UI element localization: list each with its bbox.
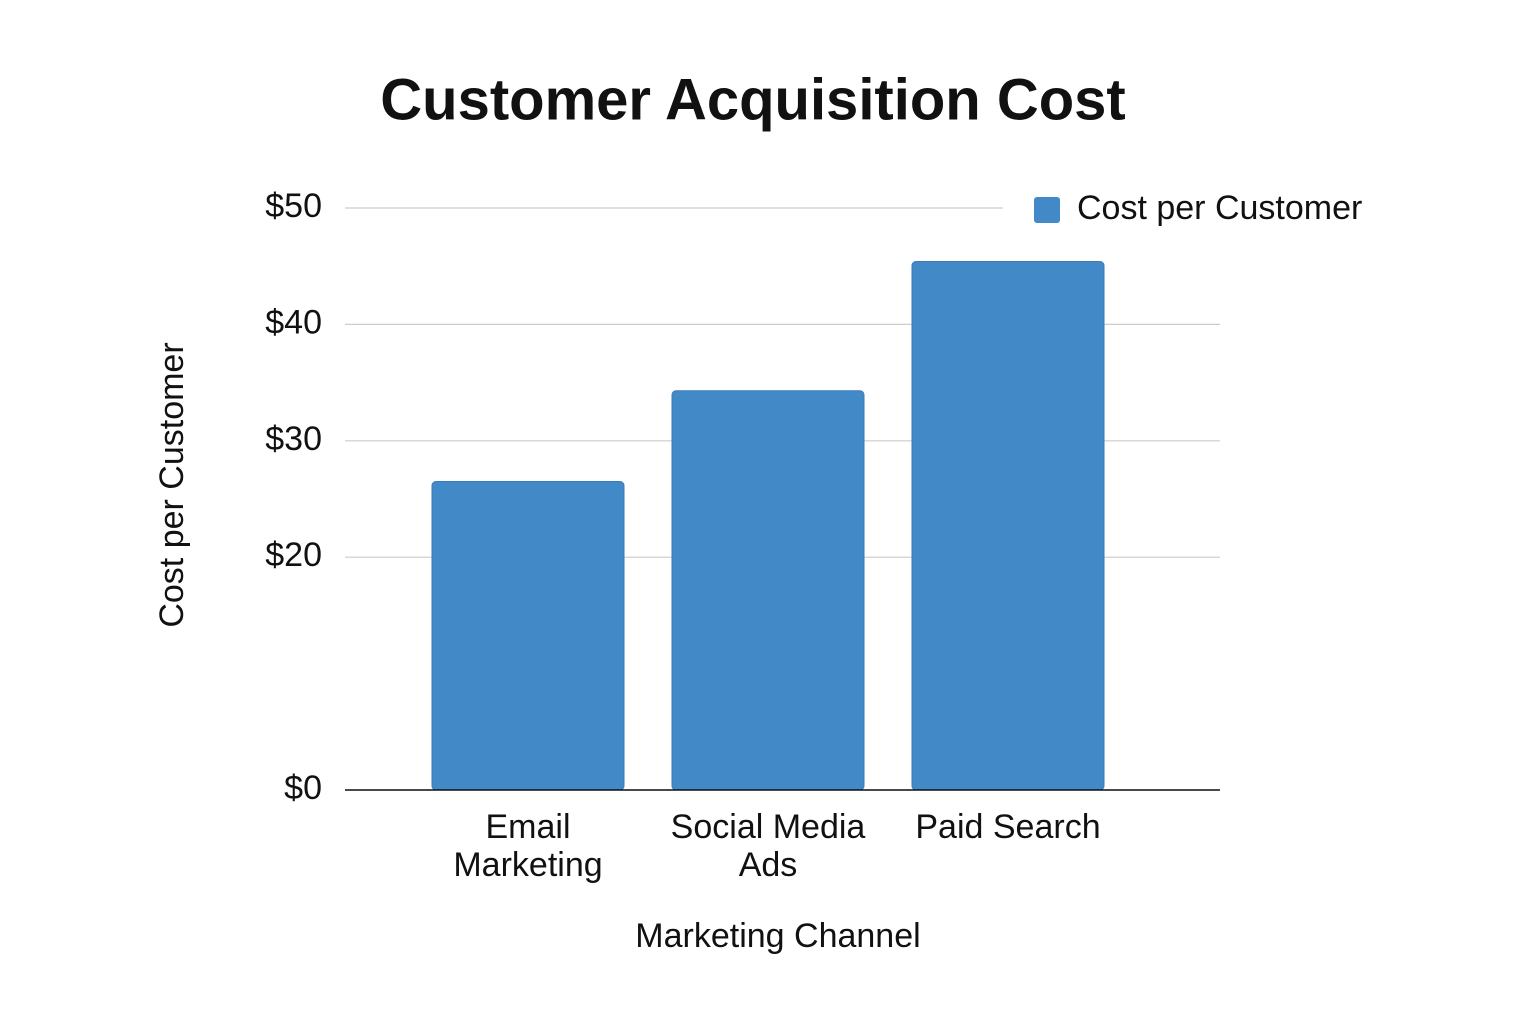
chart-title: Customer Acquisition Cost: [380, 67, 1125, 132]
bar: [911, 261, 1105, 791]
legend-label: Cost per Customer: [1077, 189, 1362, 227]
bar: [671, 390, 865, 791]
y-tick-label: $20: [265, 536, 322, 574]
bar: [431, 481, 625, 791]
x-tick-label: Paid Search: [915, 808, 1101, 846]
y-tick-label: $30: [265, 420, 322, 458]
legend-swatch: [1034, 197, 1060, 223]
x-tick-label: Social Media Ads: [670, 808, 866, 884]
y-axis-label: Cost per Customer: [153, 342, 191, 627]
y-tick-label: $0: [284, 769, 322, 807]
y-tick-label: $50: [265, 187, 322, 225]
x-axis-label: Marketing Channel: [635, 917, 920, 955]
y-tick-label: $40: [265, 303, 322, 341]
x-tick-label: Email Marketing: [453, 808, 603, 884]
